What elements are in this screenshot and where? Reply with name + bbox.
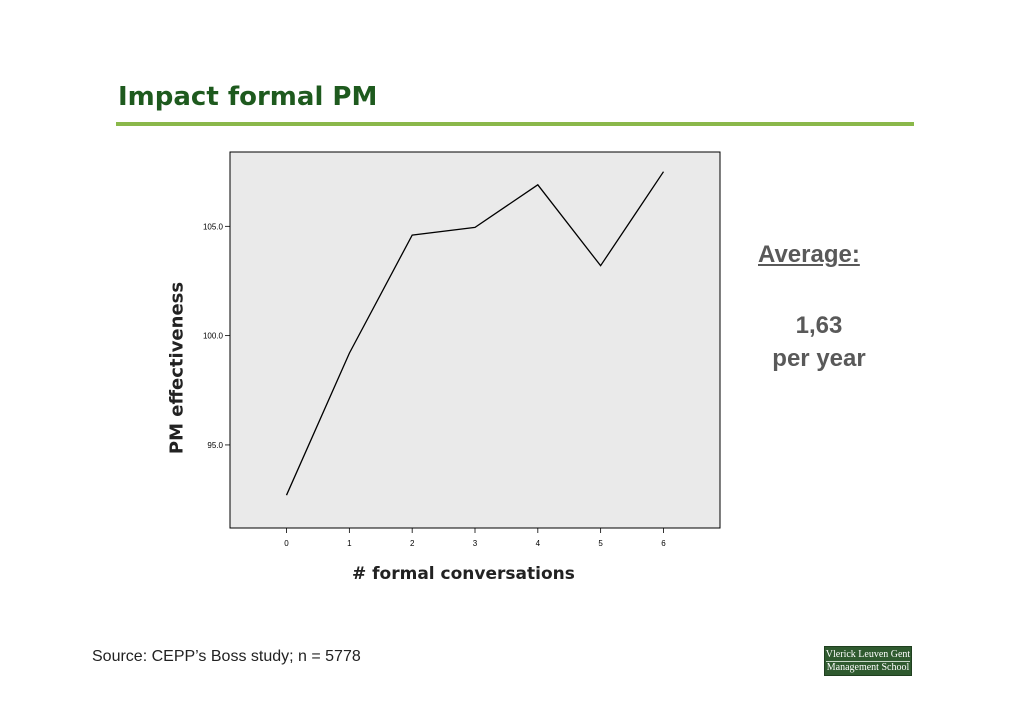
plot-area xyxy=(229,151,721,529)
x-tick-label: 0 xyxy=(284,539,289,548)
y-tick-label: 95.0 xyxy=(207,441,223,450)
x-tick-label: 2 xyxy=(410,539,415,548)
x-tick-label: 5 xyxy=(598,539,603,548)
source-note: Source: CEPP’s Boss study; n = 5778 xyxy=(92,648,361,665)
series-line xyxy=(285,171,665,496)
logo-line-2: Management School xyxy=(826,660,910,673)
average-value: 1,63 xyxy=(795,312,843,339)
y-tick-label: 105.0 xyxy=(203,222,224,231)
x-tick-label: 3 xyxy=(473,539,478,548)
x-tick-label: 4 xyxy=(536,539,541,548)
x-tick-label: 1 xyxy=(347,539,352,548)
slide-title: Impact formal PM xyxy=(118,82,378,112)
average-heading: Average: xyxy=(758,241,860,268)
x-axis-label: # formal conversations xyxy=(352,564,575,584)
y-axis: 95.0 100.0 105.0 xyxy=(203,222,230,450)
school-logo: Vlerick Leuven Gent Management School xyxy=(824,646,912,676)
y-axis-label: PM effectiveness xyxy=(166,281,188,455)
average-unit: per year xyxy=(772,345,866,372)
line-chart: 95.0 100.0 105.0 0 1 2 3 4 5 6 xyxy=(203,151,721,548)
title-underline xyxy=(116,122,914,126)
logo-line-1: Vlerick Leuven Gent xyxy=(825,648,911,660)
x-tick-label: 6 xyxy=(661,539,666,548)
y-tick-label: 100.0 xyxy=(203,332,224,341)
x-axis: 0 1 2 3 4 5 6 xyxy=(284,528,666,548)
